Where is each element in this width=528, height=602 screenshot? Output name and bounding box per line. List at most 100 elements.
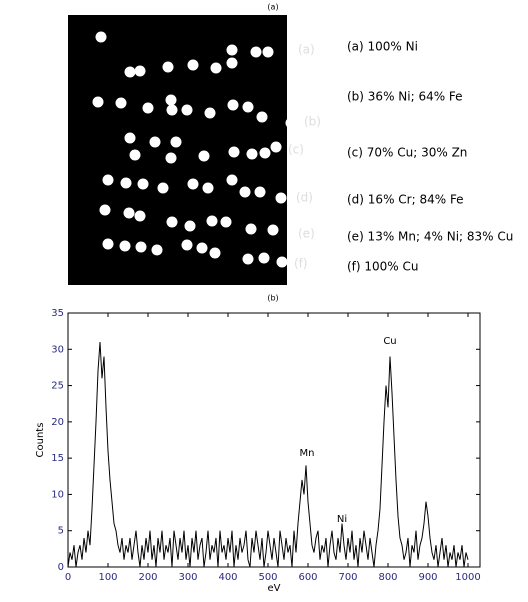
particles — [92, 31, 299, 268]
particle — [276, 256, 288, 268]
particle — [137, 178, 149, 190]
particle — [135, 241, 147, 253]
particle — [242, 101, 254, 113]
particle — [119, 240, 131, 252]
particle — [246, 148, 258, 160]
particle — [227, 99, 239, 111]
x-tick-label: 0 — [65, 572, 71, 583]
particle — [181, 239, 193, 251]
particle — [204, 107, 216, 119]
y-tick-label: 10 — [51, 489, 64, 500]
particle — [165, 152, 177, 164]
x-tick-label: 900 — [418, 572, 437, 583]
particle — [102, 174, 114, 186]
peak-label: Ni — [337, 514, 347, 525]
particle — [206, 215, 218, 227]
particle — [99, 204, 111, 216]
image-label: (b) — [304, 115, 321, 129]
particle — [120, 177, 132, 189]
x-tick-label: 800 — [378, 572, 397, 583]
x-tick-label: 1000 — [455, 572, 480, 583]
x-tick-label: 400 — [218, 572, 237, 583]
x-tick-label: 600 — [298, 572, 317, 583]
y-axis-label: Counts — [35, 423, 46, 458]
particle — [187, 178, 199, 190]
particle — [226, 57, 238, 69]
peak-label: Cu — [383, 336, 396, 347]
legend-entry: (a) 100% Ni — [347, 40, 418, 54]
particle — [196, 242, 208, 254]
plot-frame — [67, 312, 481, 568]
x-tick-label: 500 — [258, 572, 277, 583]
particle — [181, 104, 193, 116]
y-tick-label: 25 — [51, 381, 64, 392]
legend-entry: (c) 70% Cu; 30% Zn — [347, 146, 467, 160]
particle — [209, 247, 221, 259]
particle — [187, 59, 199, 71]
image-label: (e) — [298, 227, 315, 241]
particle — [287, 226, 299, 238]
particle — [149, 136, 161, 148]
particle — [95, 31, 107, 43]
particle — [142, 102, 154, 114]
particle — [242, 253, 254, 265]
particle — [239, 186, 251, 198]
particle — [184, 220, 196, 232]
particle — [124, 132, 136, 144]
x-tick-label: 700 — [338, 572, 357, 583]
panel-a-title: (a) — [267, 3, 278, 12]
particle — [198, 150, 210, 162]
particle — [134, 210, 146, 222]
particle — [259, 147, 271, 159]
particle — [123, 207, 135, 219]
particle — [226, 44, 238, 56]
particle — [162, 61, 174, 73]
particle — [270, 141, 282, 153]
y-tick-label: 20 — [51, 417, 64, 428]
panel-b-title: (b) — [267, 294, 278, 303]
particle — [285, 117, 297, 129]
particle — [210, 62, 222, 74]
particle — [228, 146, 240, 158]
particle — [115, 97, 127, 109]
x-tick-label: 100 — [98, 572, 117, 583]
y-tick-label: 5 — [58, 526, 64, 537]
particle — [250, 46, 262, 58]
particle — [92, 96, 104, 108]
y-tick-label: 30 — [51, 344, 64, 355]
particle — [157, 182, 169, 194]
particle — [256, 111, 268, 123]
particle — [245, 223, 257, 235]
image-label: (d) — [296, 191, 313, 205]
particle — [254, 186, 266, 198]
particle — [275, 192, 287, 204]
y-tick-label: 15 — [51, 453, 64, 464]
particle — [124, 66, 136, 78]
legend-entry: (e) 13% Mn; 4% Ni; 83% Cu — [347, 230, 513, 244]
spectrum-line — [67, 341, 469, 568]
y-tick-label: 0 — [58, 562, 64, 573]
particle — [262, 46, 274, 58]
particle — [202, 182, 214, 194]
particle — [134, 65, 146, 77]
legend-entry: (b) 36% Ni; 64% Fe — [347, 90, 463, 104]
particle — [165, 94, 177, 106]
image-label: (a) — [298, 43, 315, 57]
x-tick-label: 300 — [178, 572, 197, 583]
particle — [226, 174, 238, 186]
x-tick-label: 200 — [138, 572, 157, 583]
particle — [151, 244, 163, 256]
particle — [267, 224, 279, 236]
particle — [166, 104, 178, 116]
particle — [220, 216, 232, 228]
particle — [258, 252, 270, 264]
particle — [166, 216, 178, 228]
legend-entry: (d) 16% Cr; 84% Fe — [347, 193, 464, 207]
particle — [129, 149, 141, 161]
x-axis-label: eV — [268, 583, 281, 594]
peak-label: Mn — [300, 448, 315, 459]
particle — [102, 238, 114, 250]
particle — [170, 136, 182, 148]
image-label: (c) — [288, 143, 304, 157]
